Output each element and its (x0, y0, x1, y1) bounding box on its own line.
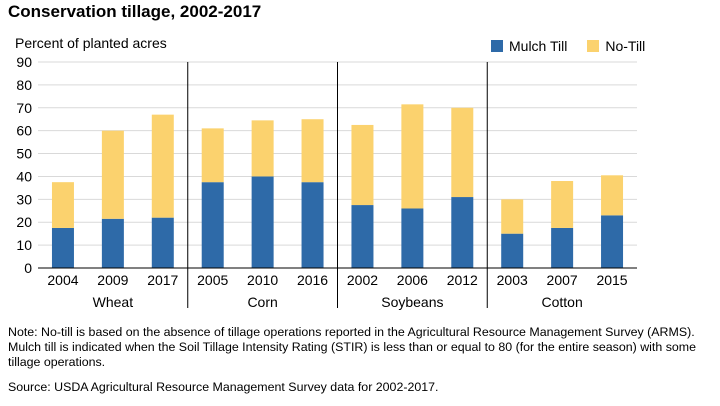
group-label: Corn (247, 294, 277, 310)
x-tick-label: 2016 (297, 272, 328, 288)
bar-no-till (251, 120, 274, 177)
bar-no-till (201, 128, 224, 183)
legend-item-mulch-till: Mulch Till (491, 38, 567, 54)
y-tick-label: 60 (16, 123, 32, 139)
bar-mulch-till (51, 227, 74, 268)
x-tick-label: 2004 (47, 272, 78, 288)
chart-title: Conservation tillage, 2002-2017 (8, 2, 262, 21)
bar-mulch-till (601, 215, 624, 268)
x-tick-label: 2017 (147, 272, 178, 288)
x-tick-label: 2006 (397, 272, 428, 288)
bar-mulch-till (301, 182, 324, 268)
legend-label-no-till: No-Till (605, 38, 646, 54)
x-tick-label: 2009 (97, 272, 128, 288)
bar-mulch-till (451, 197, 474, 268)
y-tick-label: 30 (16, 191, 32, 207)
bar-no-till (601, 175, 624, 216)
x-tick-label: 2015 (596, 272, 627, 288)
y-tick-label: 40 (16, 168, 32, 184)
y-tick-label: 50 (16, 146, 32, 162)
bar-no-till (101, 130, 124, 219)
y-tick-label: 70 (16, 100, 32, 116)
bar-no-till (501, 199, 524, 234)
x-tick-label: 2007 (547, 272, 578, 288)
bar-no-till (301, 119, 324, 183)
legend: Mulch Till No-Till (491, 38, 645, 54)
bar-no-till (401, 104, 424, 209)
y-tick-label: 20 (16, 214, 32, 230)
bar-mulch-till (551, 227, 574, 268)
bar-mulch-till (401, 208, 424, 268)
legend-swatch-mulch-till (491, 40, 503, 52)
bar-mulch-till (501, 233, 524, 268)
legend-label-mulch-till: Mulch Till (509, 38, 568, 54)
x-tick-label: 2003 (497, 272, 528, 288)
x-tick-label: 2002 (347, 272, 378, 288)
bar-no-till (351, 124, 374, 206)
bar-mulch-till (151, 217, 174, 268)
group-label: Wheat (93, 294, 134, 310)
note-text: Note: No-till is based on the absence of… (8, 325, 697, 369)
y-tick-label: 80 (16, 77, 32, 93)
y-axis-label: Percent of planted acres (15, 35, 167, 51)
y-tick-label: 0 (24, 260, 32, 276)
y-tick-label: 90 (16, 54, 32, 70)
bar-no-till (551, 181, 574, 228)
group-label: Soybeans (381, 294, 443, 310)
source-text: Source: USDA Agricultural Resource Manag… (8, 380, 439, 394)
bar-mulch-till (201, 182, 224, 268)
bar-no-till (151, 114, 174, 218)
legend-item-no-till: No-Till (587, 38, 645, 54)
legend-swatch-no-till (587, 40, 600, 52)
x-tick-label: 2005 (197, 272, 228, 288)
bar-no-till (451, 107, 474, 198)
bar-mulch-till (101, 218, 124, 268)
x-tick-label: 2012 (447, 272, 478, 288)
stacked-bar-chart: Percent of planted acres 0 10 20 30 40 50 60 70 8… (15, 35, 637, 310)
group-label: Cotton (542, 294, 583, 310)
bar-no-till (51, 182, 74, 228)
bar-mulch-till (251, 176, 274, 268)
x-tick-label: 2010 (247, 272, 278, 288)
y-tick-label: 10 (16, 237, 32, 253)
bar-mulch-till (351, 205, 374, 268)
notes-section: Note: No-till is based on the absence of… (8, 325, 708, 395)
